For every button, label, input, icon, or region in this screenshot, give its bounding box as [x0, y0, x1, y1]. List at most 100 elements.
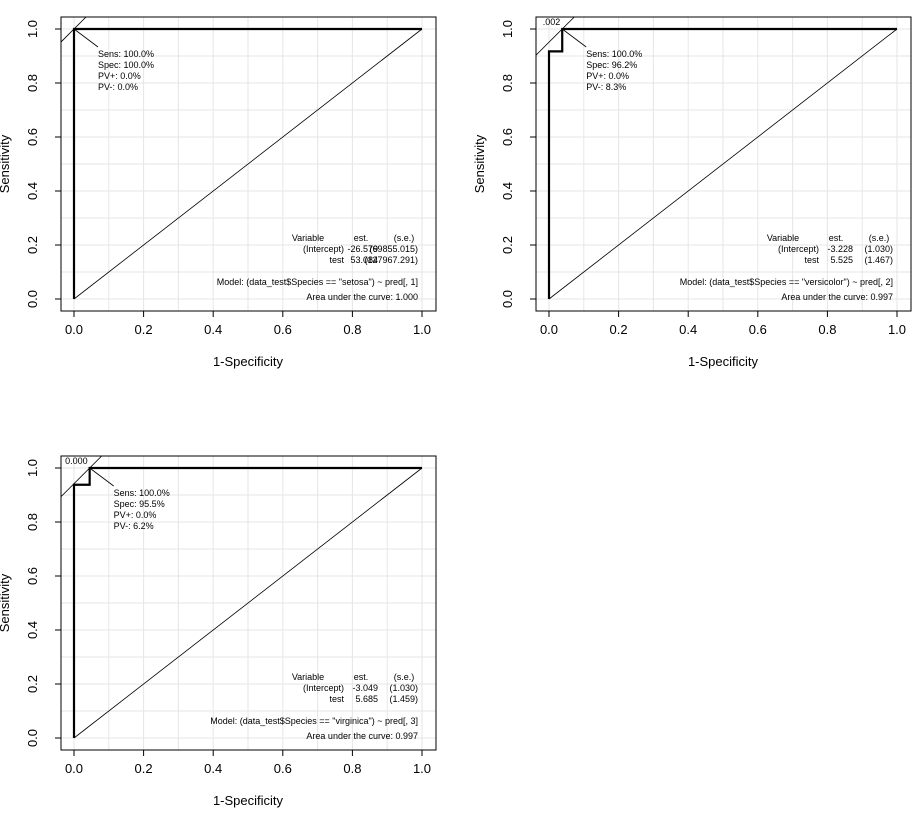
y-tick-label: 0.2	[500, 236, 515, 254]
coef-table-header: Variable	[292, 233, 324, 243]
model-formula: Model: (data_test$Species == "setosa") ~…	[217, 277, 418, 287]
optimal-cutoff-leader	[561, 28, 587, 48]
y-tick-label: 0.8	[500, 74, 515, 92]
y-tick-label: 0.4	[500, 182, 515, 200]
optimal-point-annotation: Sens: 100.0%	[586, 49, 642, 59]
coef-table-estimate: 53.084	[350, 255, 378, 265]
roc-panel-2: .002 Sens: 100.0%Spec: 96.2%PV+: 0.0%PV-:…	[472, 16, 912, 369]
optimal-point-annotation: PV+: 0.0%	[586, 71, 629, 81]
coef-table-se: (127967.291)	[364, 255, 418, 265]
x-tick-label: 1.0	[888, 322, 906, 337]
plot-area: 0.000	[61, 456, 423, 739]
y-tick-label: 1.0	[25, 20, 40, 38]
y-tick-label: 1.0	[25, 459, 40, 477]
roc-panel-3: 0.000 Sens: 100.0%Spec: 95.5%PV+: 0.0%PV-…	[0, 455, 437, 808]
optimal-point-annotation: PV-: 0.0%	[98, 82, 138, 92]
x-tick-label: 0.4	[204, 322, 222, 337]
diagonal-reference-line	[73, 467, 423, 739]
y-axis-title: Sensitivity	[472, 134, 487, 193]
coef-table-estimate: 5.685	[355, 694, 378, 704]
x-axis-title: 1-Specificity	[688, 354, 759, 369]
optimal-point-annotation: Sens: 100.0%	[114, 488, 170, 498]
coef-table-header: Variable	[292, 672, 324, 682]
y-tick-label: 0.4	[25, 621, 40, 639]
x-tick-label: 0.6	[749, 322, 767, 337]
y-axis-title: Sensitivity	[0, 134, 12, 193]
optimal-cutoff-leader	[73, 28, 99, 48]
y-axis-title: Sensitivity	[0, 573, 12, 632]
roc-panel-1: Sens: 100.0%Spec: 100.0%PV+: 0.0%PV-: 0.…	[0, 16, 437, 369]
x-tick-label: 0.8	[343, 322, 361, 337]
coef-table-header: est.	[354, 672, 369, 682]
coef-table-header: (s.e.)	[869, 233, 890, 243]
x-tick-label: 0.8	[818, 322, 836, 337]
optimal-point-annotation: PV+: 0.0%	[98, 71, 141, 81]
coef-table-se: (1.467)	[864, 255, 893, 265]
auc-label: Area under the curve: 0.997	[781, 292, 893, 302]
x-tick-label: 0.8	[343, 761, 361, 776]
y-tick-label: 0.6	[500, 128, 515, 146]
diagonal-reference-line	[548, 28, 898, 300]
plot-area: .002	[536, 17, 898, 300]
y-tick-label: 0.4	[25, 182, 40, 200]
x-tick-label: 0.2	[135, 322, 153, 337]
x-axis-title: 1-Specificity	[213, 793, 284, 808]
x-tick-label: 0.0	[540, 322, 558, 337]
coef-table-variable: (Intercept)	[303, 683, 344, 693]
cutoff-value-label: 0.000	[65, 456, 88, 466]
coef-table-header: est.	[829, 233, 844, 243]
optimal-cutoff-leader	[89, 467, 114, 487]
coef-table-estimate: -3.228	[827, 244, 853, 254]
coef-table-se: (69855.015)	[369, 244, 418, 254]
x-tick-label: 0.2	[610, 322, 628, 337]
x-tick-label: 0.6	[274, 322, 292, 337]
plot-area	[61, 17, 423, 300]
optimal-point-annotation: PV+: 0.0%	[114, 510, 157, 520]
roc-curve	[547, 27, 897, 299]
x-tick-label: 0.0	[65, 761, 83, 776]
coef-table-se: (1.459)	[389, 694, 418, 704]
x-tick-label: 0.4	[679, 322, 697, 337]
x-tick-label: 0.0	[65, 322, 83, 337]
auc-label: Area under the curve: 1.000	[306, 292, 418, 302]
coef-table-se: (1.030)	[389, 683, 418, 693]
x-tick-label: 1.0	[413, 322, 431, 337]
y-tick-label: 0.0	[500, 290, 515, 308]
optimal-point-annotation: Spec: 95.5%	[114, 499, 165, 509]
coef-table-header: est.	[354, 233, 369, 243]
coef-table-estimate: -26.579	[347, 244, 378, 254]
y-tick-label: 0.0	[25, 290, 40, 308]
coef-table-variable: test	[329, 694, 344, 704]
coef-table-se: (1.030)	[864, 244, 893, 254]
optimal-point-annotation: PV-: 8.3%	[586, 82, 626, 92]
coef-table-variable: test	[804, 255, 819, 265]
y-tick-label: 0.0	[25, 729, 40, 747]
optimal-point-annotation: Spec: 96.2%	[586, 60, 637, 70]
model-formula: Model: (data_test$Species == "versicolor…	[680, 277, 893, 287]
x-tick-label: 1.0	[413, 761, 431, 776]
y-tick-label: 0.8	[25, 513, 40, 531]
y-tick-label: 0.2	[25, 675, 40, 693]
coef-table-estimate: 5.525	[830, 255, 853, 265]
coef-table-variable: (Intercept)	[778, 244, 819, 254]
y-tick-label: 0.8	[25, 74, 40, 92]
y-tick-label: 1.0	[500, 20, 515, 38]
roc-curve	[72, 466, 422, 738]
y-tick-label: 0.6	[25, 128, 40, 146]
diagonal-reference-line	[73, 28, 423, 300]
y-tick-label: 0.2	[25, 236, 40, 254]
coef-table-estimate: -3.049	[352, 683, 378, 693]
model-formula: Model: (data_test$Species == "virginica"…	[210, 716, 418, 726]
coef-table-variable: test	[329, 255, 344, 265]
coef-table-header: (s.e.)	[394, 672, 415, 682]
coef-table-variable: (Intercept)	[303, 244, 344, 254]
coef-table-header: Variable	[767, 233, 799, 243]
coef-table-header: (s.e.)	[394, 233, 415, 243]
x-tick-label: 0.6	[274, 761, 292, 776]
x-axis-title: 1-Specificity	[213, 354, 284, 369]
auc-label: Area under the curve: 0.997	[306, 731, 418, 741]
y-tick-label: 0.6	[25, 567, 40, 585]
x-tick-label: 0.4	[204, 761, 222, 776]
optimal-point-annotation: Spec: 100.0%	[98, 60, 154, 70]
